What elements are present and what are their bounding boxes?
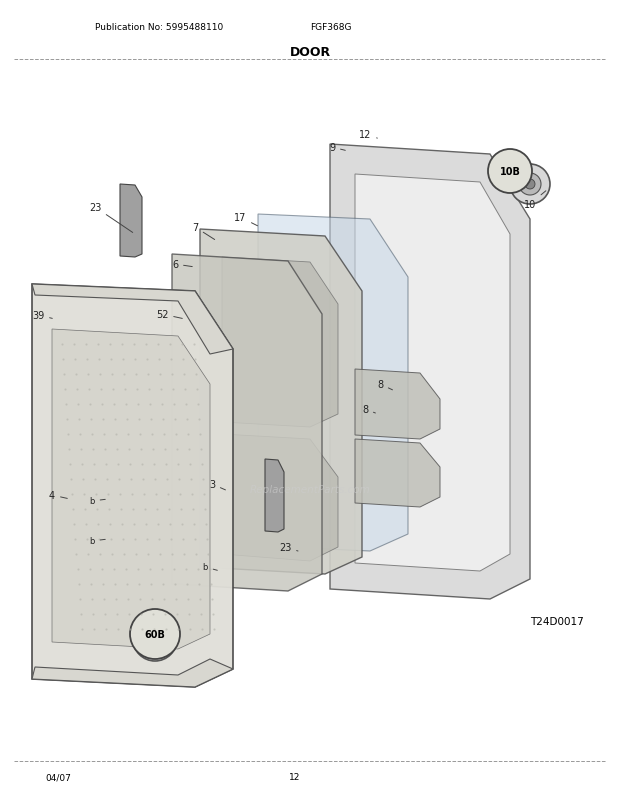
Text: b: b (202, 563, 218, 572)
Text: DOOR: DOOR (290, 46, 330, 59)
Polygon shape (258, 215, 408, 551)
Polygon shape (330, 145, 530, 599)
Text: 7: 7 (192, 223, 215, 241)
Polygon shape (32, 659, 233, 687)
Text: b: b (89, 497, 105, 506)
Polygon shape (355, 370, 440, 439)
Text: 12: 12 (290, 772, 301, 781)
Polygon shape (200, 229, 362, 574)
Text: b: b (89, 537, 105, 546)
Text: 3: 3 (209, 480, 226, 490)
Polygon shape (222, 257, 338, 427)
Text: 04/07: 04/07 (45, 772, 71, 781)
Text: 23: 23 (89, 203, 133, 233)
Polygon shape (355, 439, 440, 508)
Polygon shape (52, 330, 210, 649)
Circle shape (488, 150, 532, 194)
Circle shape (133, 618, 177, 661)
Text: ReplacementParts.com: ReplacementParts.com (250, 484, 370, 494)
Circle shape (143, 627, 167, 651)
Text: T24D0017: T24D0017 (530, 616, 584, 626)
Text: 6: 6 (172, 260, 192, 269)
Text: 52: 52 (156, 310, 182, 320)
Text: 17: 17 (234, 213, 257, 226)
Text: 60B: 60B (144, 630, 166, 639)
Circle shape (130, 610, 180, 659)
Text: Publication No: 5995488110: Publication No: 5995488110 (95, 23, 223, 32)
Text: 8: 8 (377, 379, 392, 391)
Circle shape (150, 634, 160, 644)
Text: 4: 4 (49, 490, 68, 500)
Text: FGF368G: FGF368G (310, 23, 352, 32)
Polygon shape (172, 255, 322, 591)
Polygon shape (355, 175, 510, 571)
Circle shape (519, 174, 541, 196)
Polygon shape (32, 285, 233, 354)
Polygon shape (32, 285, 233, 687)
Text: 23: 23 (279, 542, 298, 553)
Circle shape (510, 164, 550, 205)
Text: 9: 9 (329, 143, 345, 153)
Circle shape (525, 180, 535, 190)
Text: 8: 8 (362, 404, 375, 415)
Text: 10: 10 (524, 192, 546, 210)
Text: 10B: 10B (500, 167, 520, 176)
Polygon shape (265, 460, 284, 533)
Text: 39: 39 (32, 310, 52, 321)
Polygon shape (222, 435, 338, 561)
Text: 12: 12 (359, 130, 378, 140)
Polygon shape (120, 184, 142, 257)
